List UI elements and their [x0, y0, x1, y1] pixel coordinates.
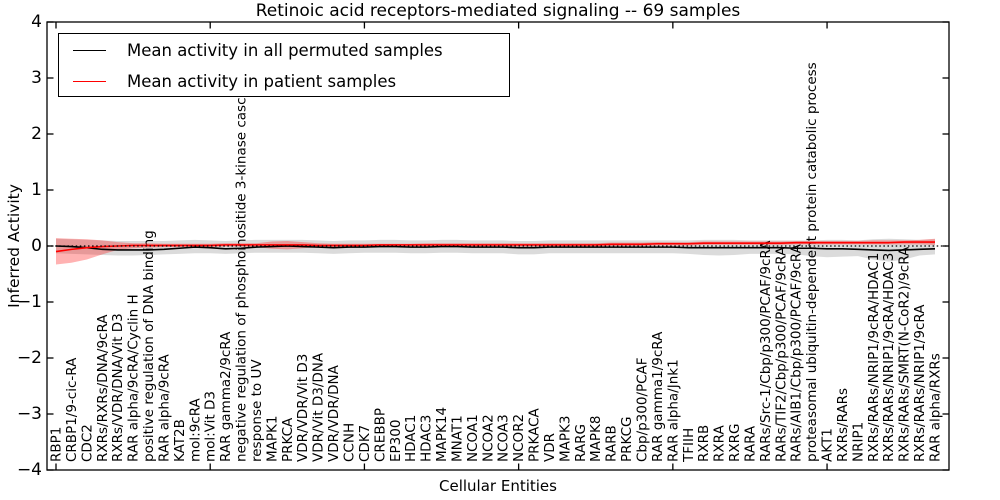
- x-category-label: RXRs/RARs/NRIP1/9cRA/HDAC1: [866, 253, 882, 462]
- x-category-label: NCOR2: [511, 414, 527, 462]
- x-category-label: RBP1: [49, 427, 65, 462]
- x-category-label: RXRB: [696, 425, 712, 462]
- x-category-label: HDAC1: [403, 415, 419, 462]
- x-category-label: NCOA2: [480, 414, 496, 462]
- x-category-label: RXRs/RARs/SMRT(N-CoR2)/9cRA: [897, 246, 913, 462]
- x-category-label: CRBP1/9-cic-RA: [64, 357, 80, 462]
- legend-line-sample-permuted: [73, 49, 106, 51]
- legend: Mean activity in all permuted samples Me…: [58, 33, 510, 97]
- x-category-label: proteasomal ubiquitin-dependent protein …: [804, 62, 820, 462]
- x-category-label: MAPK14: [434, 407, 450, 462]
- x-category-label: RAR alpha/Jnk1: [665, 359, 681, 462]
- x-category-label: MAPK8: [588, 416, 604, 462]
- y-tick-label: −4: [16, 460, 42, 480]
- x-category-label: VDR: [542, 433, 558, 462]
- y-tick-label: 0: [31, 236, 42, 256]
- x-category-label: PRKACA: [527, 407, 543, 462]
- x-category-label: RAR gamma1/9cRA: [650, 331, 666, 462]
- x-category-label: PRKCA: [280, 417, 296, 462]
- legend-line-sample-patient: [73, 80, 106, 82]
- x-category-label: CREBBP: [372, 408, 388, 462]
- line-permuted: [55, 245, 936, 252]
- x-category-label: RXRs/RARs/NRIP1/9cRA: [912, 304, 928, 462]
- x-category-label: NRIP1: [850, 422, 866, 462]
- x-category-label: RXRs/RARs: [835, 388, 851, 462]
- y-tick-label: −3: [16, 404, 42, 424]
- x-axis-label: Cellular Entities: [439, 477, 557, 495]
- x-category-label: RXRA: [712, 425, 728, 462]
- x-category-label: PRKCG: [619, 416, 635, 462]
- legend-entry-patient: Mean activity in patient samples: [59, 66, 509, 96]
- line-patient: [55, 241, 935, 253]
- x-category-label: mol:Vit D3: [203, 391, 219, 462]
- y-tick-label: 3: [31, 68, 42, 88]
- x-category-label: RARG: [573, 424, 589, 462]
- x-category-label: RAR gamma2/9cRA: [218, 331, 234, 462]
- x-category-label: KAT2B: [172, 419, 188, 462]
- x-category-label: VDR/VDR/Vit D3: [295, 354, 311, 462]
- chart-title: Retinoic acid receptors-mediated signali…: [255, 1, 741, 21]
- y-tick-label: −2: [16, 348, 42, 368]
- x-category-label: response to UV: [249, 359, 265, 462]
- x-category-label: RXRG: [727, 424, 743, 462]
- x-category-label: RARs/AIB1/Cbp/p300/PCAF/9cRA: [789, 243, 805, 462]
- x-category-label: MAPK1: [264, 416, 280, 462]
- x-category-label: NCOA1: [465, 414, 481, 462]
- x-category-label: RARs/TIF2/Cbp/p300/PCAF/9cRA: [773, 246, 789, 462]
- y-tick-label: 2: [31, 124, 42, 144]
- y-tick-label: −1: [16, 292, 42, 312]
- y-tick-label: 4: [31, 12, 42, 32]
- x-category-label: RXRs/RARs/NRIP1/9cRA/HDAC3: [881, 253, 897, 462]
- x-category-label: VDR/VDR/DNA: [326, 364, 342, 462]
- legend-entry-label: Mean activity in all permuted samples: [127, 40, 443, 60]
- x-category-label: RXRs/VDR/DNA/Vit D3: [110, 313, 126, 462]
- x-category-label: CDC2: [79, 424, 95, 462]
- x-category-label: RARB: [604, 425, 620, 462]
- x-category-label: positive regulation of DNA binding: [141, 230, 157, 462]
- x-category-label: HDAC3: [419, 415, 435, 462]
- x-category-label: TFIIH: [681, 428, 697, 463]
- x-category-label: VDR/Vit D3/DNA: [311, 352, 327, 462]
- x-category-label: RAR alpha/RXRs: [928, 353, 944, 462]
- x-category-label: MNAT1: [449, 415, 465, 462]
- x-category-label: RXRs/RXRs/DNA/9cRA: [95, 314, 111, 462]
- x-category-label: Cbp/p300/PCAF: [635, 357, 651, 462]
- x-category-label: RAR alpha/9cRA: [156, 353, 172, 462]
- x-category-label: RARA: [742, 425, 758, 462]
- legend-entry-permuted: Mean activity in all permuted samples: [59, 35, 509, 65]
- x-category-label: CCNH: [342, 423, 358, 462]
- x-category-label: MAPK3: [557, 416, 573, 462]
- x-category-label: negative regulation of phosphoinositide …: [234, 98, 250, 463]
- x-category-label: AKT1: [820, 428, 836, 462]
- x-category-label: EP300: [388, 420, 404, 462]
- x-category-label: NCOA3: [496, 414, 512, 462]
- x-category-label: CDK7: [357, 425, 373, 462]
- y-tick-label: 1: [31, 180, 42, 200]
- x-category-label: RAR alpha/9cRA/Cyclin H: [126, 294, 142, 462]
- x-category-label: RARs/Src-1/Cbp/p300/PCAF/9cRA: [758, 240, 774, 462]
- x-category-label: mol:9cRA: [187, 397, 203, 462]
- legend-entry-label: Mean activity in patient samples: [127, 71, 397, 91]
